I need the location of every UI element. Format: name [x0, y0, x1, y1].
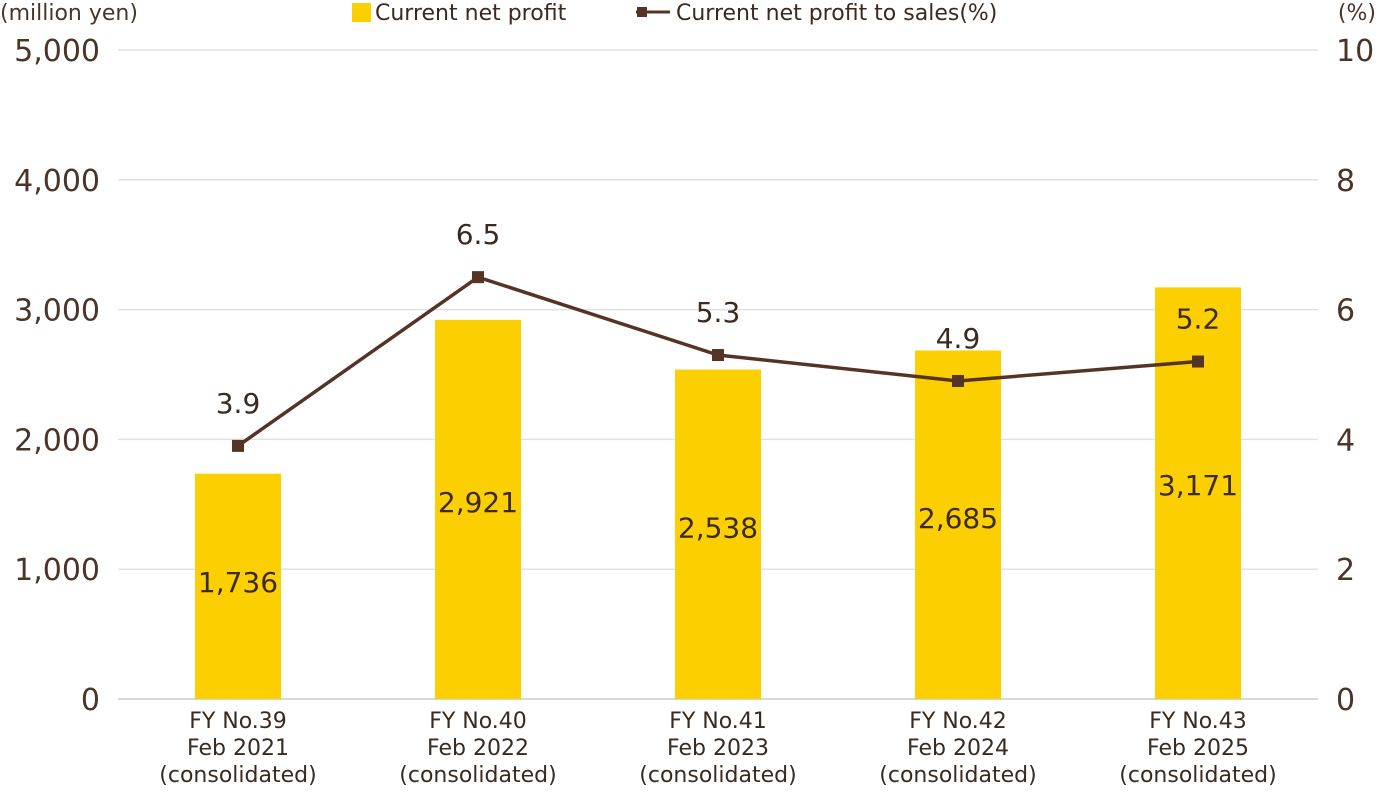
bar-value-label: 2,685	[918, 502, 998, 535]
x-tick-label-line: FY No.42	[909, 709, 1007, 734]
line-value-label: 3.9	[216, 387, 261, 420]
bar	[435, 319, 521, 699]
x-tick-label-line: Feb 2022	[427, 736, 529, 761]
bar	[915, 350, 1001, 699]
bar-value-label: 2,921	[438, 486, 518, 519]
x-tick-label-line: Feb 2023	[667, 736, 769, 761]
label-layer: 1,736 2,921 2,538 2,685 3,171 3.9 6.5 5.3 4.9 5.2	[198, 218, 1238, 599]
left-axis-unit: (million yen)	[0, 1, 138, 26]
legend-line-label: Current net profit to sales(%)	[676, 1, 997, 26]
axis-layer: 0 1,000 2,000 3,000 4,000 5,000 0 2 4 6 8 10 FY No.3…	[14, 34, 1374, 788]
legend: Current net profit Current net profit to…	[352, 1, 997, 26]
right-tick-label: 10	[1336, 34, 1374, 69]
x-tick-label-line: Feb 2025	[1147, 736, 1249, 761]
right-axis-unit: (%)	[1338, 1, 1376, 26]
bar-value-label: 2,538	[678, 512, 758, 545]
legend-bar-label: Current net profit	[375, 1, 567, 26]
line-point	[1192, 355, 1204, 368]
x-tick-label-line: (consolidated)	[399, 763, 556, 788]
right-tick-label: 8	[1336, 164, 1355, 199]
line-value-label: 4.9	[936, 322, 981, 355]
right-tick-label: 2	[1336, 553, 1355, 588]
bar-value-label: 1,736	[198, 566, 278, 599]
x-tick-label-line: (consolidated)	[639, 763, 796, 788]
x-tick-label-line: Feb 2021	[187, 736, 289, 761]
x-tick-label: FY No.40 Feb 2022 (consolidated)	[399, 709, 556, 788]
x-tick-label: FY No.42 Feb 2024 (consolidated)	[879, 709, 1036, 788]
right-tick-label: 0	[1336, 683, 1355, 718]
left-tick-label: 1,000	[14, 553, 100, 588]
left-tick-label: 0	[81, 683, 100, 718]
bar-value-label: 3,171	[1158, 469, 1238, 502]
x-tick-label-line: FY No.43	[1149, 709, 1247, 734]
right-tick-label: 6	[1336, 294, 1355, 329]
right-tick-label: 4	[1336, 423, 1355, 458]
line-point	[472, 271, 484, 284]
x-tick-label: FY No.43 Feb 2025 (consolidated)	[1119, 709, 1276, 788]
x-tick-label-line: FY No.41	[669, 709, 767, 734]
left-tick-label: 4,000	[14, 164, 100, 199]
x-tick-label-line: FY No.39	[189, 709, 287, 734]
x-tick-label: FY No.41 Feb 2023 (consolidated)	[639, 709, 796, 788]
legend-bar-swatch	[352, 3, 371, 22]
line-point	[952, 374, 964, 387]
x-tick-label-line: Feb 2024	[907, 736, 1009, 761]
bar-layer	[195, 287, 1241, 699]
x-tick-label-line: (consolidated)	[1119, 763, 1276, 788]
x-tick-label-line: FY No.40	[429, 709, 527, 734]
bar	[675, 369, 761, 699]
x-tick-label-line: (consolidated)	[159, 763, 316, 788]
line-point	[712, 349, 724, 362]
left-tick-label: 2,000	[14, 423, 100, 458]
line-value-label: 5.3	[696, 296, 741, 329]
line-value-label: 5.2	[1176, 303, 1221, 336]
bar	[195, 473, 281, 699]
x-tick-label: FY No.39 Feb 2021 (consolidated)	[159, 709, 316, 788]
legend-line-marker	[637, 7, 647, 17]
left-tick-label: 5,000	[14, 34, 100, 69]
left-tick-label: 3,000	[14, 294, 100, 329]
x-tick-label-line: (consolidated)	[879, 763, 1036, 788]
line-layer	[232, 271, 1204, 452]
line-point	[232, 439, 244, 452]
line-value-label: 6.5	[456, 218, 501, 251]
